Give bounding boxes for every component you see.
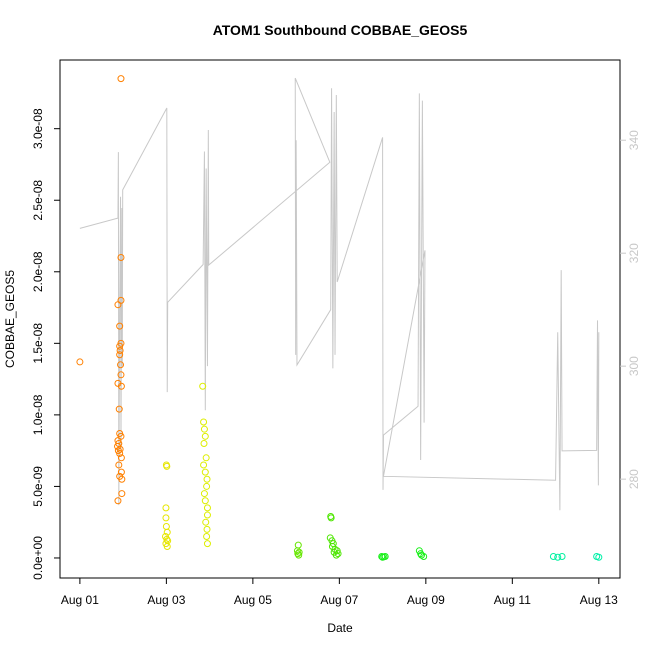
point [200,461,208,469]
point [162,504,170,512]
y-axis-title: COBBAE_GEOS5 [3,270,17,368]
chart-title: ATOM1 Southbound COBBAE_GEOS5 [213,22,468,38]
point [116,351,124,359]
point [117,361,125,369]
point [117,382,125,390]
point [203,525,211,533]
point [199,382,207,390]
y2-tick-label: 280 [627,469,641,489]
x-tick-label: Aug 05 [234,593,272,607]
point [200,418,208,426]
y-tick-label: 5.0e-09 [31,466,45,507]
point [295,551,303,559]
y2-tick-label: 300 [627,356,641,376]
point [202,518,210,526]
point [327,514,335,522]
x-tick-label: Aug 07 [320,593,358,607]
point [554,553,562,561]
point [114,301,122,309]
point [117,454,125,462]
point [332,551,340,559]
point [558,553,566,561]
point [549,553,557,561]
x-tick-label: Aug 01 [61,593,99,607]
point [200,490,208,498]
x-axis-title: Date [327,621,353,635]
point [200,439,208,447]
point [115,405,123,413]
point [201,468,209,476]
x-tick-label: Aug 09 [407,593,445,607]
y-tick-label: 2.5e-08 [31,180,45,221]
point [163,528,171,536]
point [203,533,211,541]
point [203,511,211,519]
point [76,358,84,366]
point [200,425,208,433]
point [202,454,210,462]
point [293,547,301,555]
point [201,497,209,505]
point [201,432,209,440]
y2-tick-label: 320 [627,243,641,263]
point [115,461,123,469]
point [117,468,125,476]
point [117,371,125,379]
point [595,553,603,561]
x-tick-label: Aug 13 [580,593,618,607]
point [295,548,303,556]
point [294,550,302,558]
point [116,322,124,330]
point [117,253,125,261]
point [162,514,170,522]
point [163,462,171,470]
point [203,475,211,483]
point [203,482,211,490]
point [203,504,211,512]
point [334,550,342,558]
x-tick-label: Aug 03 [147,593,185,607]
point [116,450,124,458]
point [116,445,124,453]
y-tick-label: 1.0e-08 [31,394,45,435]
point [203,540,211,548]
y-tick-label: 1.5e-08 [31,323,45,364]
plot-frame [59,59,621,579]
y-tick-label: 0.0e+00 [31,536,45,580]
point [163,535,171,543]
point [381,553,389,561]
point [116,346,124,354]
y2-tick-label: 340 [627,130,641,150]
x-tick-label: Aug 11 [494,593,531,607]
line-series [79,77,600,511]
y-tick-label: 3.0e-08 [31,108,45,149]
point [420,553,428,561]
point [118,490,126,498]
point [118,475,126,483]
point [117,75,125,83]
y-tick-label: 2.0e-08 [31,251,45,292]
point [114,497,122,505]
point [163,543,171,551]
point [116,342,124,350]
